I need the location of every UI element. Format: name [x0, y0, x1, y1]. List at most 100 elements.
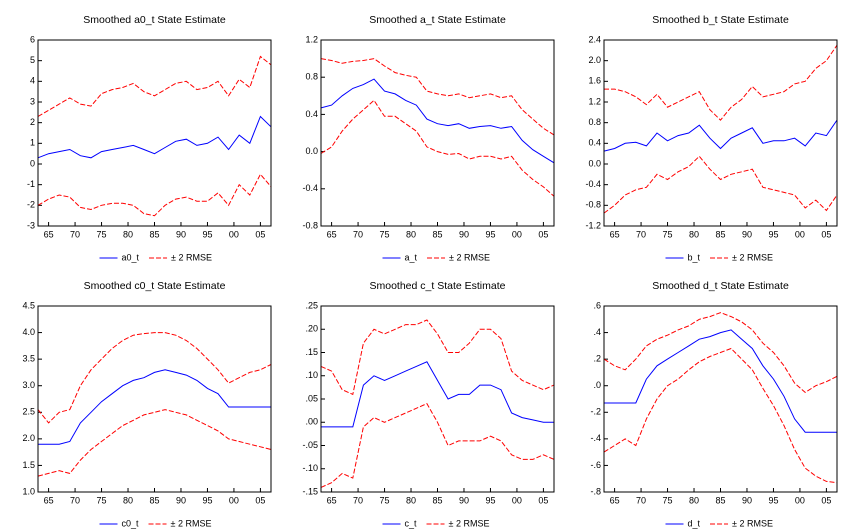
y-tick-label: 4: [30, 76, 35, 86]
x-tick-label: 85: [432, 495, 442, 505]
y-tick-label: .0: [593, 380, 601, 390]
y-tick-label: 2.0: [588, 55, 601, 65]
y-tick-label: 0.0: [588, 158, 601, 168]
plot-frame: [603, 39, 838, 227]
x-tick-label: 85: [715, 229, 725, 239]
estimate-line: [603, 119, 838, 152]
legend-label: a_t: [405, 252, 418, 262]
x-tick-label: 80: [406, 229, 416, 239]
plot-frame: [320, 39, 555, 227]
x-tick-label: 90: [176, 229, 186, 239]
y-tick-label: -0.8: [585, 200, 601, 210]
panel: Smoothed d_t State Estimate -.8 -.6 -.4 -.2.…: [590, 280, 838, 528]
x-tick-label: 80: [406, 495, 416, 505]
x-tick-label: 95: [485, 229, 495, 239]
x-tick-label: 95: [768, 229, 778, 239]
y-tick-label: 6: [30, 34, 35, 44]
x-tick-label: 05: [821, 495, 831, 505]
band-line: [37, 409, 272, 477]
band-line: [603, 312, 838, 394]
y-tick-label: .15: [305, 347, 318, 357]
legend-label: ± 2 RMSE: [171, 518, 212, 528]
y-tick-label: -0.4: [585, 179, 601, 189]
y-tick-label: 0.4: [305, 109, 318, 119]
y-tick-label: -3: [27, 220, 35, 230]
y-tick-label: -1.2: [585, 220, 601, 230]
x-tick-label: 65: [610, 229, 620, 239]
y-tick-label: 2.5: [22, 407, 35, 417]
legend-label: c_t: [405, 518, 418, 528]
x-tick-label: 75: [380, 229, 390, 239]
panel: Smoothed c0_t State Estimate 1.0 1.5 2.0 2.5…: [22, 280, 272, 528]
x-tick-label: 95: [485, 495, 495, 505]
y-tick-label: 3.0: [22, 380, 35, 390]
x-tick-label: 75: [97, 229, 107, 239]
y-tick-label: 1: [30, 138, 35, 148]
y-tick-label: .25: [305, 300, 318, 310]
x-tick-label: 95: [202, 495, 212, 505]
x-tick-label: 90: [459, 495, 469, 505]
estimate-line: [38, 369, 271, 445]
legend-label: c0_t: [122, 518, 140, 528]
x-tick-label: 65: [44, 229, 54, 239]
x-tick-label: 75: [380, 495, 390, 505]
estimate-line: [37, 115, 272, 159]
y-tick-label: 3.5: [22, 354, 35, 364]
y-tick-label: .20: [305, 324, 318, 334]
legend-label: ± 2 RMSE: [449, 518, 490, 528]
y-tick-label: -.6: [590, 460, 601, 470]
y-tick-label: 4.5: [22, 300, 35, 310]
x-tick-label: 90: [459, 229, 469, 239]
x-tick-label: 75: [663, 495, 673, 505]
estimate-line: [321, 361, 554, 428]
y-tick-label: -.15: [302, 486, 318, 496]
y-tick-label: .00: [305, 417, 318, 427]
y-tick-label: 0.4: [588, 138, 601, 148]
panel: Smoothed a0_t State Estimate -3 -2 -1 0 1 2 3 4 5…: [27, 14, 272, 262]
plot-frame: [320, 305, 555, 493]
y-tick-label: 1.0: [22, 486, 35, 496]
x-tick-label: 80: [123, 495, 133, 505]
x-tick-label: 65: [327, 495, 337, 505]
y-tick-label: 0.8: [588, 117, 601, 127]
legend-label: a0_t: [122, 252, 140, 262]
x-tick-label: 00: [795, 495, 805, 505]
x-tick-label: 70: [353, 229, 363, 239]
y-tick-label: 4.0: [22, 327, 35, 337]
x-tick-label: 70: [636, 229, 646, 239]
y-tick-label: 0: [30, 158, 35, 168]
band-line: [320, 58, 555, 136]
plot-frame: [37, 39, 272, 227]
x-tick-label: 90: [176, 495, 186, 505]
band-line: [603, 155, 838, 214]
y-tick-label: 1.6: [588, 76, 601, 86]
y-tick-label: -.8: [590, 486, 601, 496]
x-tick-label: 85: [432, 229, 442, 239]
y-tick-label: -.4: [590, 433, 601, 443]
y-tick-label: -2: [27, 200, 35, 210]
band-line: [603, 347, 838, 484]
y-tick-label: -0.8: [302, 220, 318, 230]
x-tick-label: 00: [795, 229, 805, 239]
y-tick-label: 1.2: [588, 96, 601, 106]
x-tick-label: 85: [149, 495, 159, 505]
legend-label: ± 2 RMSE: [171, 252, 212, 262]
chart-title: Smoothed a_t State Estimate: [369, 14, 506, 26]
legend-label: ± 2 RMSE: [449, 252, 490, 262]
x-tick-label: 90: [742, 229, 752, 239]
y-tick-label: -1: [27, 179, 35, 189]
y-tick-label: 0.8: [305, 72, 318, 82]
x-tick-label: 95: [202, 229, 212, 239]
x-tick-label: 90: [742, 495, 752, 505]
x-tick-label: 05: [821, 229, 831, 239]
x-tick-label: 05: [538, 495, 548, 505]
chart-title: Smoothed c0_t State Estimate: [84, 280, 226, 292]
x-tick-label: 00: [512, 495, 522, 505]
y-tick-label: -.10: [302, 463, 318, 473]
x-tick-label: 65: [44, 495, 54, 505]
x-tick-label: 05: [538, 229, 548, 239]
estimate-line: [320, 78, 555, 164]
x-tick-label: 80: [123, 229, 133, 239]
legend-label: d_t: [688, 518, 701, 528]
